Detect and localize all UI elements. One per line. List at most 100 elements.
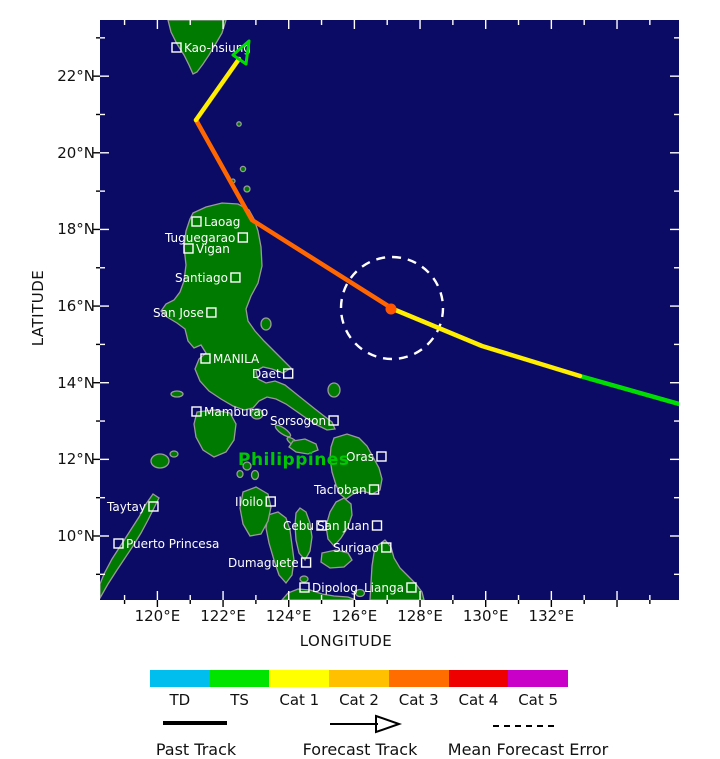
legend-swatch-cat-3: [388, 670, 449, 687]
region-label: Philippines: [238, 450, 350, 470]
city-marker-icon: [230, 272, 241, 283]
city-label-mamburao: Mamburao: [204, 405, 268, 419]
city-marker-icon: [371, 520, 383, 531]
city-oras: Oras: [346, 450, 387, 464]
island-babuyan: [243, 185, 251, 193]
y-tick-label-22: 22°N: [57, 67, 95, 86]
city-tuguegarao: Tuguegarao: [164, 231, 249, 245]
y-tick-label-12: 12°N: [57, 450, 95, 469]
city-daet: Daet: [252, 367, 294, 381]
island-romblon: [242, 461, 252, 471]
city-laoag: Laoag: [191, 215, 240, 229]
city-taytay: Taytay: [106, 500, 159, 514]
legend-label-cat-2: Cat 2: [339, 691, 379, 709]
x-tick-label-128: 128°E: [397, 607, 443, 625]
axis-ticks: [93, 20, 679, 607]
island-polillo: [260, 317, 272, 331]
y-tick-label-10: 10°N: [57, 527, 95, 545]
city-marker-icon: [265, 496, 276, 507]
island-siquijor: [299, 575, 309, 583]
mean-forecast-error-circle: [339, 255, 445, 361]
city-santiago: Santiago: [175, 271, 241, 285]
legend-label-cat-1: Cat 1: [279, 691, 320, 709]
city-sorsogon: Sorsogon: [270, 414, 339, 428]
city-dumaguete: Dumaguete: [228, 556, 312, 570]
city-marker-icon: [206, 307, 217, 318]
city-marker-icon: [237, 232, 249, 243]
city-marker-icon: [368, 484, 380, 495]
legend-label-cat-5: Cat 5: [518, 691, 559, 709]
y-tick-label-18: 18°N: [57, 220, 95, 239]
island-panay: [239, 486, 272, 537]
city-marker-icon: [171, 42, 182, 53]
island-romblon: [250, 469, 260, 481]
city-label-tacloban: Tacloban: [313, 483, 367, 497]
mean-forecast-error-symbol: [493, 725, 555, 727]
city-label-iloilo: Iloilo: [235, 495, 263, 509]
forecast-arrow-icon: [375, 714, 403, 734]
island-babuyan: [239, 165, 247, 173]
city-marker-icon: [406, 582, 417, 593]
island-bohol: [320, 549, 353, 569]
city-label-daet: Daet: [252, 367, 281, 381]
forecast-arrow-head-icon: [231, 39, 251, 66]
track-segment-past-cat-1: [390, 306, 583, 379]
city-marker-icon: [183, 243, 194, 254]
x-tick-label-122: 122°E: [200, 607, 246, 625]
city-puerto-princesa: Puerto Princesa: [113, 537, 219, 551]
city-surigao: Surigao: [333, 541, 392, 555]
island-romblon: [236, 469, 244, 479]
city-marker-icon: [200, 353, 211, 364]
legend-swatch-cat-5: [508, 670, 569, 687]
island-negros: [265, 511, 295, 585]
city-cebu: Cebu: [283, 519, 327, 533]
storm-track-layer: [193, 39, 679, 407]
city-label-lianga: Lianga: [364, 581, 404, 595]
city-label-taytay: Taytay: [106, 500, 146, 514]
island-burias: [274, 424, 292, 438]
track-segment-forecast-cat-1: [193, 56, 242, 123]
city-marker-icon: [191, 216, 202, 227]
city-tacloban: Tacloban: [313, 483, 380, 497]
city-kao-hsiung: Kao-hsiung: [171, 41, 251, 55]
city-label-dipolog: Dipolog: [312, 581, 358, 595]
island-catanduanes: [327, 382, 341, 398]
city-label-surigao: Surigao: [333, 541, 379, 555]
city-label-oras: Oras: [346, 450, 374, 464]
mean-forecast-error-label: Mean Forecast Error: [447, 740, 609, 759]
city-vigan: Vigan: [183, 242, 230, 256]
x-tick-label-120: 120°E: [134, 607, 181, 625]
forecast-track-symbol: [330, 714, 403, 734]
legend-label-ts: TS: [230, 691, 249, 709]
forecast-track-label: Forecast Track: [302, 740, 418, 759]
x-tick-label-132: 132°E: [528, 607, 575, 625]
track-segment-past-ts: [577, 373, 679, 407]
city-label-tuguegarao: Tuguegarao: [164, 231, 235, 245]
city-iloilo: Iloilo: [235, 495, 276, 509]
legend-swatch-ts: [209, 670, 270, 687]
legend-label-td: TD: [169, 691, 191, 709]
x-tick-label-126: 126°E: [331, 607, 378, 625]
island-lubang: [170, 390, 184, 398]
city-label-laoag: Laoag: [204, 215, 240, 229]
islands-layer: [100, 20, 425, 600]
island-mindoro: [193, 409, 237, 458]
legend-label-cat-3: Cat 3: [398, 691, 439, 709]
island-luzon: [160, 202, 336, 431]
y-tick-label-14: 14°N: [57, 373, 95, 392]
track-segment-forecast-cat-3: [193, 117, 396, 312]
city-label-cebu: Cebu: [283, 519, 314, 533]
island-leyte: [325, 497, 353, 547]
city-label-puerto-princesa: Puerto Princesa: [126, 537, 219, 551]
legend-swatch-cat-1: [269, 670, 330, 687]
legend-label-cat-4: Cat 4: [458, 691, 499, 709]
city-marker-icon: [381, 542, 392, 553]
city-mamburao: Mamburao: [191, 405, 268, 419]
past-track-label: Past Track: [155, 740, 237, 759]
y-tick-label-16: 16°N: [57, 297, 95, 316]
city-marker-icon: [316, 520, 327, 531]
city-dipolog: Dipolog: [299, 581, 358, 595]
